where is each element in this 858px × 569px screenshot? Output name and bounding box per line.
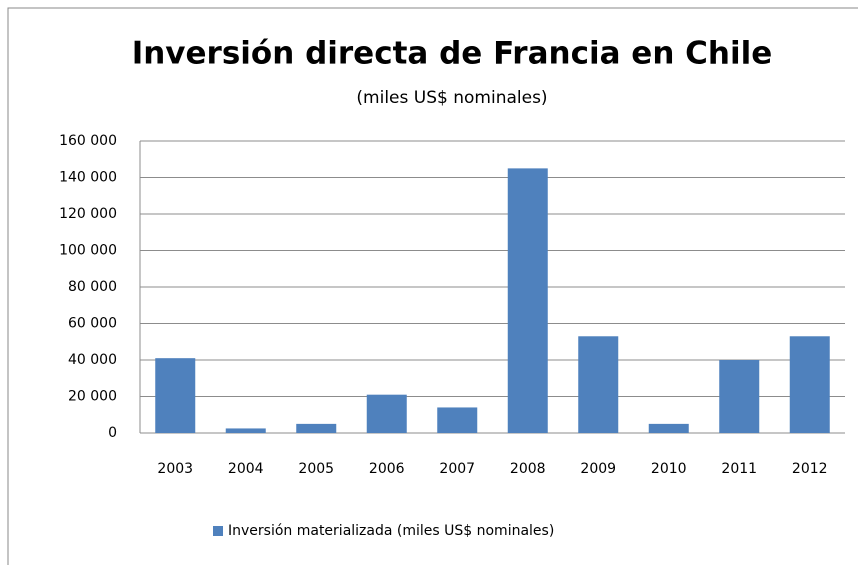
x-tick-label: 2008 xyxy=(510,461,546,477)
y-tick-label: 20 000 xyxy=(68,389,117,405)
y-tick-label: 80 000 xyxy=(68,279,117,295)
bar xyxy=(789,336,830,433)
x-tick-label: 2010 xyxy=(651,461,687,477)
y-tick-label: 160 000 xyxy=(59,133,117,149)
x-tick-label: 2004 xyxy=(228,461,264,477)
legend-label: Inversión materializada (miles US$ nomin… xyxy=(228,523,554,539)
y-tick-label: 120 000 xyxy=(59,206,117,222)
bar xyxy=(437,407,478,433)
x-tick-label: 2011 xyxy=(721,461,757,477)
y-tick-label: 140 000 xyxy=(59,170,117,186)
bar xyxy=(507,168,548,433)
bar xyxy=(648,423,689,433)
bar xyxy=(296,423,337,433)
x-tick-label: 2007 xyxy=(439,461,475,477)
bar xyxy=(225,428,266,433)
y-tick-label: 100 000 xyxy=(59,243,117,259)
bar xyxy=(155,358,196,433)
x-tick-label: 2003 xyxy=(157,461,193,477)
chart-frame xyxy=(7,7,858,569)
bar xyxy=(578,336,619,433)
x-tick-label: 2005 xyxy=(298,461,334,477)
x-tick-label: 2009 xyxy=(580,461,616,477)
chart-title: Inversión directa de Francia en Chile xyxy=(132,36,773,72)
x-tick-label: 2006 xyxy=(369,461,405,477)
y-tick-label: 0 xyxy=(108,425,117,441)
bar xyxy=(366,394,407,433)
chart-subtitle: (miles US$ nominales) xyxy=(356,88,547,108)
legend-swatch xyxy=(213,526,223,536)
y-tick-label: 40 000 xyxy=(68,352,117,368)
y-tick-label: 60 000 xyxy=(68,316,117,332)
bar xyxy=(719,360,760,433)
x-tick-label: 2012 xyxy=(792,461,828,477)
